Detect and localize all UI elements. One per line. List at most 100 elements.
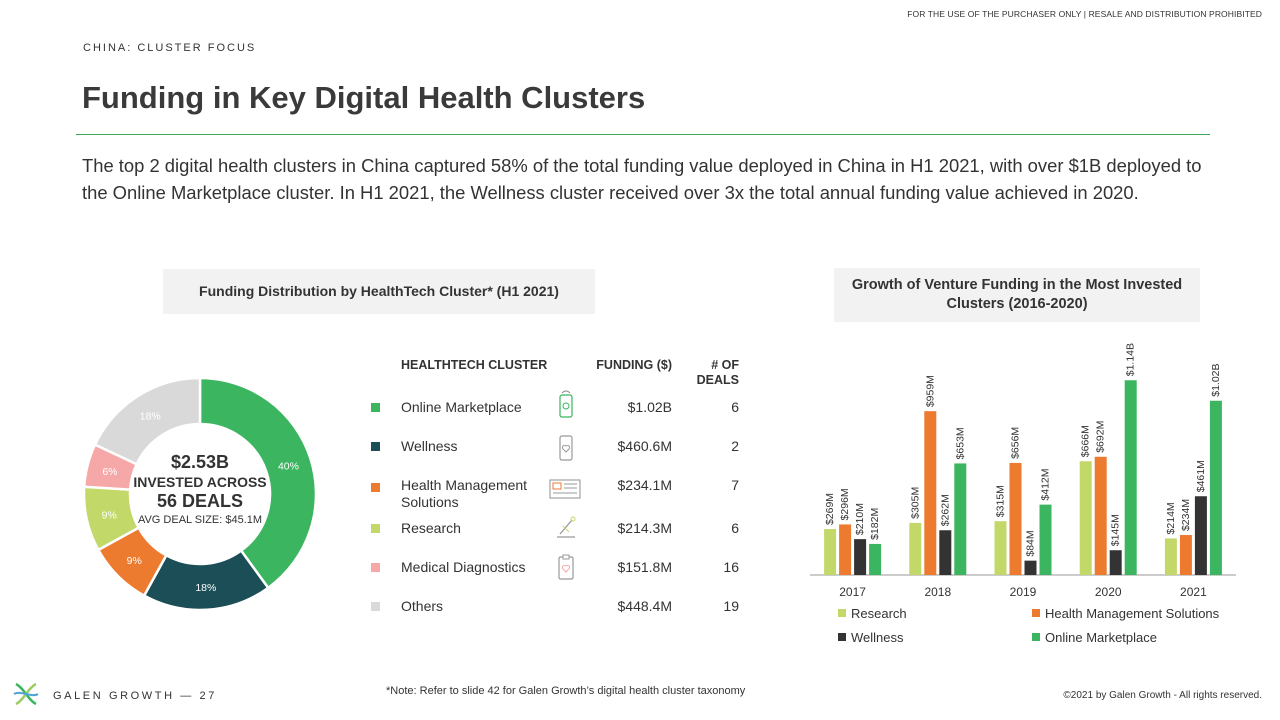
donut-slice-label: 9%: [102, 509, 117, 521]
dashboard-screen-icon: [549, 479, 581, 499]
legend-dot-health-management: [371, 483, 380, 492]
bar-value-label: $84M: [1025, 530, 1037, 556]
galen-growth-logo: [13, 682, 39, 706]
x-tick-label: 2019: [1010, 585, 1037, 599]
bar: [994, 521, 1007, 575]
legend-swatch: [838, 633, 846, 641]
donut-slice-label: 18%: [195, 582, 216, 594]
donut-invested-label: INVESTED ACROSS: [133, 474, 267, 490]
cluster-funding: $1.02B: [627, 399, 672, 415]
donut-total: $2.53B: [170, 452, 230, 472]
x-tick-label: 2018: [924, 585, 951, 599]
cluster-name: Research: [401, 520, 461, 536]
bar: [1194, 496, 1207, 575]
bar-value-label: $234M: [1180, 499, 1192, 531]
smartphone-heart-icon: [559, 435, 573, 461]
bar: [854, 539, 867, 575]
legend-label: Research: [851, 606, 907, 621]
intro-paragraph: The top 2 digital health clusters in Chi…: [82, 155, 1202, 203]
table-header-cluster: HEALTHTECH CLUSTER: [401, 358, 548, 372]
bar: [1094, 456, 1107, 575]
bar: [1009, 462, 1022, 575]
donut-avg-deal-size: AVG DEAL SIZE: $45.1M: [137, 514, 263, 526]
cluster-funding: $460.6M: [617, 438, 672, 454]
legend-dot-online-marketplace: [371, 403, 380, 412]
bar-value-label: $1.02B: [1210, 363, 1222, 396]
donut-slice: [198, 376, 318, 590]
cluster-funding: $151.8M: [617, 559, 672, 575]
table-header-deals: # OF DEALS: [696, 358, 739, 387]
cluster-deals: 7: [731, 477, 739, 493]
donut-slice-label: 18%: [140, 410, 161, 422]
legend-dot-others: [371, 602, 380, 611]
bar-value-label: $269M: [824, 493, 836, 525]
legend-swatch: [838, 609, 846, 617]
clipboard-icon: [558, 554, 574, 580]
donut-slice-label: 9%: [127, 555, 142, 567]
brand-and-page-number: GALEN GROWTH — 27: [53, 690, 217, 702]
bar-value-label: $692M: [1095, 421, 1107, 453]
cluster-funding: $448.4M: [617, 598, 672, 614]
table-header-funding: FUNDING ($): [596, 358, 672, 372]
bar: [1179, 535, 1192, 575]
cluster-name: Medical Diagnostics: [401, 559, 526, 575]
cluster-deals: 6: [731, 399, 739, 415]
cluster-name: Health Management Solutions: [401, 477, 528, 510]
bar: [1124, 380, 1137, 575]
donut-deals-count: 56 DEALS: [156, 491, 244, 511]
bar: [1164, 538, 1177, 575]
donut-slice: [93, 376, 202, 466]
cluster-funding: $214.3M: [617, 520, 672, 536]
bar: [824, 529, 837, 575]
footnote: *Note: Refer to slide 42 for Galen Growt…: [386, 685, 746, 697]
legend-label: Health Management Solutions: [1045, 606, 1220, 621]
legend-dot-research: [371, 524, 380, 533]
page-title: Funding in Key Digital Health Clusters: [82, 80, 646, 115]
bar-value-label: $1.14B: [1125, 343, 1137, 376]
section-label: CHINA: CLUSTER FOCUS: [83, 42, 257, 54]
cluster-name: Others: [401, 598, 444, 614]
bar: [909, 522, 922, 575]
donut-slice-label: 40%: [278, 460, 299, 472]
bar: [1079, 461, 1092, 575]
cluster-deals: 2: [731, 438, 739, 454]
title-divider: [76, 134, 1210, 135]
bar-value-label: $461M: [1195, 460, 1207, 492]
bar: [924, 411, 937, 575]
right-panel-title: Growth of Venture Funding in the Most In…: [834, 268, 1200, 322]
bar: [869, 543, 882, 575]
mobile-phone-icon: [559, 390, 573, 418]
cluster-deals: 19: [723, 598, 739, 614]
bar: [1209, 400, 1222, 575]
legend-label: Online Marketplace: [1045, 630, 1157, 645]
bar-value-label: $296M: [839, 488, 851, 520]
legend-swatch: [1032, 609, 1040, 617]
bar-value-label: $315M: [995, 485, 1007, 517]
bar-value-label: $653M: [954, 427, 966, 459]
bar-value-label: $412M: [1040, 469, 1052, 501]
bar-value-label: $182M: [869, 508, 881, 540]
bar-value-label: $214M: [1165, 502, 1177, 534]
microscope-icon: [557, 516, 576, 538]
legend-dot-medical-diagnostics: [371, 563, 380, 572]
bar-value-label: $656M: [1010, 427, 1022, 459]
cluster-funding: $234.1M: [617, 477, 672, 493]
bar-value-label: $305M: [909, 487, 921, 519]
bar: [1039, 504, 1052, 575]
bar: [939, 530, 952, 575]
bar-value-label: $666M: [1080, 425, 1092, 457]
bar: [1024, 560, 1037, 575]
top-notice: FOR THE USE OF THE PURCHASER ONLY | RESA…: [907, 9, 1262, 19]
legend-dot-wellness: [371, 442, 380, 451]
bar-value-label: $262M: [939, 494, 951, 526]
bar: [839, 524, 852, 575]
left-panel-title: Funding Distribution by HealthTech Clust…: [163, 269, 595, 314]
x-tick-label: 2017: [839, 585, 866, 599]
copyright: ©2021 by Galen Growth - All rights reser…: [1063, 690, 1262, 701]
x-tick-label: 2021: [1180, 585, 1207, 599]
cluster-deals: 16: [723, 559, 739, 575]
bar-value-label: $145M: [1110, 514, 1122, 546]
legend-swatch: [1032, 633, 1040, 641]
cluster-deals: 6: [731, 520, 739, 536]
bar-value-label: $210M: [854, 503, 866, 535]
